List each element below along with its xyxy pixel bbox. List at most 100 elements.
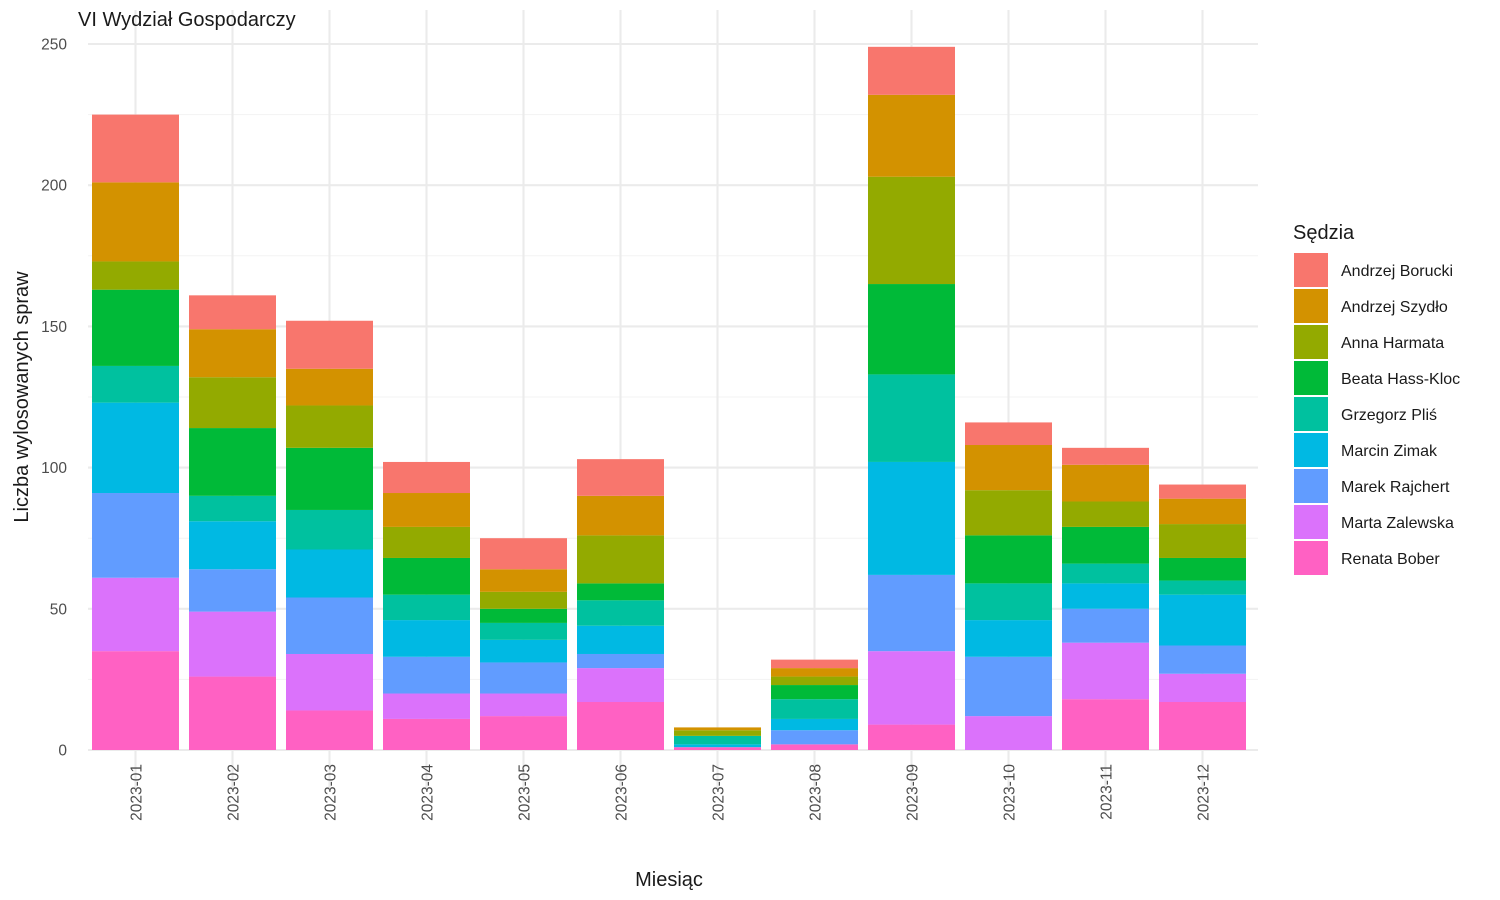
bar-segment [577,701,664,750]
bar-segment [189,569,276,612]
legend-label: Marek Rajchert [1341,479,1450,496]
legend-title: Sędzia [1293,222,1355,244]
y-tick-label: 50 [50,601,68,618]
legend-swatch [1294,325,1328,359]
legend-swatch [1294,397,1328,431]
bar-segment [383,594,470,621]
legend-label: Marcin Zimak [1341,443,1438,460]
bar-segment [1159,701,1246,750]
legend-label: Andrzej Szydło [1341,299,1448,316]
legend-label: Andrzej Borucki [1341,263,1453,280]
bar-segment [771,744,858,750]
bar-segment [1062,501,1149,527]
bar-segment [383,656,470,694]
bar-segment [286,320,373,369]
bar-segment [771,718,858,731]
legend-label: Anna Harmata [1341,335,1444,352]
x-tick-label: 2023-11 [1099,764,1116,820]
bar-segment [577,668,664,702]
bar-segment [480,569,567,592]
x-tick-label: 2023-10 [1002,764,1019,821]
bar-segment [286,653,373,711]
bar-segment [92,493,179,578]
bar-segment [92,651,179,750]
bar-segment [92,402,179,494]
legend-label: Renata Bober [1341,551,1440,568]
bar-segment [189,495,276,522]
bar-segment [868,574,955,652]
bar-segment [1062,699,1149,750]
bar-segment [92,261,179,290]
bar-segment [771,685,858,700]
x-tick-label: 2023-04 [420,764,437,821]
bar-segment [1159,580,1246,595]
x-axis: 2023-01 2023-02 2023-03 2023-04 2023-05 2023-… [129,764,1213,821]
bar-segment [868,461,955,575]
bar-segment [189,611,276,677]
bar-segment [92,182,179,262]
x-tick-label: 2023-07 [711,764,728,821]
bar-segment [577,653,664,669]
bar-segment [383,461,470,494]
x-tick-label: 2023-02 [226,764,243,821]
bar-segment [1159,524,1246,558]
bar-segment [1159,498,1246,525]
bar-segment [480,693,567,717]
bar-segment [383,493,470,527]
x-tick-label: 2023-03 [323,764,340,821]
bar-segment [868,651,955,725]
bar-segment [1159,673,1246,702]
bar-segment [383,557,470,595]
bar-segment [577,583,664,601]
bar-segment [189,295,276,330]
bar-segment [1159,484,1246,499]
bar-segment [965,422,1052,446]
bar-segment [286,509,373,550]
legend-label: Beata Hass-Kloc [1341,371,1460,388]
bar-segment [383,718,470,750]
legend-swatch [1294,289,1328,323]
x-tick-label: 2023-06 [614,764,631,821]
bar-segment [1062,464,1149,502]
bar-segment [1062,642,1149,700]
legend-swatch [1294,433,1328,467]
bar-segment [965,716,1052,750]
legend-swatch [1294,469,1328,503]
legend-swatch [1294,253,1328,287]
bar-segment [480,716,567,750]
y-tick-label: 200 [41,178,67,195]
x-axis-title: Miesiąc [635,869,703,891]
bar-segment [577,600,664,626]
bar-segment [965,445,1052,491]
bar-segment [286,549,373,598]
bar-segment [868,176,955,285]
bar-segment [771,676,858,686]
legend-swatch [1294,361,1328,395]
bar-segment [480,639,567,663]
bar-segment [1159,594,1246,646]
bar-segment [1062,447,1149,465]
bar-segment [1159,557,1246,581]
bar-segment [189,521,276,570]
bar-segment [189,676,276,750]
bar-segment [577,535,664,584]
bar-segment [868,46,955,95]
bar-segment [577,625,664,654]
y-tick-label: 100 [41,460,67,477]
bar-segment [771,699,858,719]
bar-segment [577,495,664,536]
bar-segment [189,329,276,378]
bar-segment [480,538,567,570]
y-axis: 0 50 100 150 200 250 [41,37,67,760]
bar-segment [286,447,373,510]
bar-segment [674,727,761,731]
bar-segment [965,490,1052,536]
bar-segment [286,405,373,448]
bar-segment [1159,645,1246,674]
legend-label: Grzegorz Pliś [1341,407,1437,424]
bar-segment [965,620,1052,657]
x-tick-label: 2023-08 [808,764,825,821]
bar-segment [480,622,567,640]
legend: Sędzia Andrzej Borucki Andrzej Szydło Anna… [1293,222,1460,575]
